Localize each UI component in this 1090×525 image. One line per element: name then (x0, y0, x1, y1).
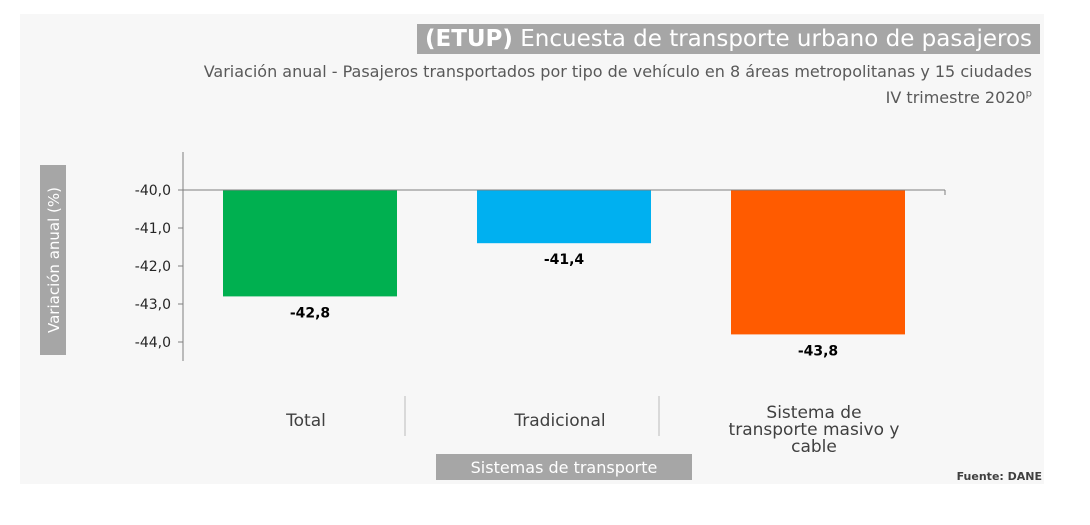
bar (731, 190, 905, 335)
bar (223, 190, 397, 297)
period-mark: p (1025, 88, 1032, 100)
y-tick-label: -41,0 (135, 221, 171, 237)
y-axis-label-box (40, 165, 66, 355)
x-category-label: Total (285, 411, 326, 431)
chart-period: IV trimestre 2020p (886, 88, 1032, 107)
chart-title: (ETUP) Encuesta de transporte urbano de … (416, 24, 1040, 54)
bar-value-label: -41,4 (544, 252, 585, 268)
source-note: Fuente: DANE (956, 470, 1042, 483)
title-text: Encuesta de transporte urbano de pasajer… (520, 26, 1032, 52)
x-category-label: Tradicional (513, 411, 605, 431)
x-category-label: transporte masivo y (729, 420, 900, 440)
bar (477, 190, 651, 244)
bar-value-label: -42,8 (290, 305, 330, 321)
y-tick-label: -42,0 (135, 259, 171, 275)
y-tick-label: -40,0 (135, 183, 171, 199)
x-axis-label: Sistemas de transporte (471, 458, 658, 477)
y-axis-label-group: Variación anual (%) (40, 165, 66, 355)
title-acronym: (ETUP) (424, 26, 513, 52)
x-category-label: cable (791, 437, 837, 457)
y-tick-label: -43,0 (135, 297, 171, 313)
period-text: IV trimestre 2020 (885, 88, 1026, 107)
x-category-label: Sistema de (766, 403, 861, 423)
x-axis-label-box (436, 454, 692, 480)
chart-subtitle: Variación anual - Pasajeros transportado… (203, 62, 1032, 81)
y-tick-label: -44,0 (135, 335, 171, 351)
bar-value-label: -43,8 (798, 343, 838, 359)
y-axis-label: Variación anual (%) (45, 187, 63, 333)
